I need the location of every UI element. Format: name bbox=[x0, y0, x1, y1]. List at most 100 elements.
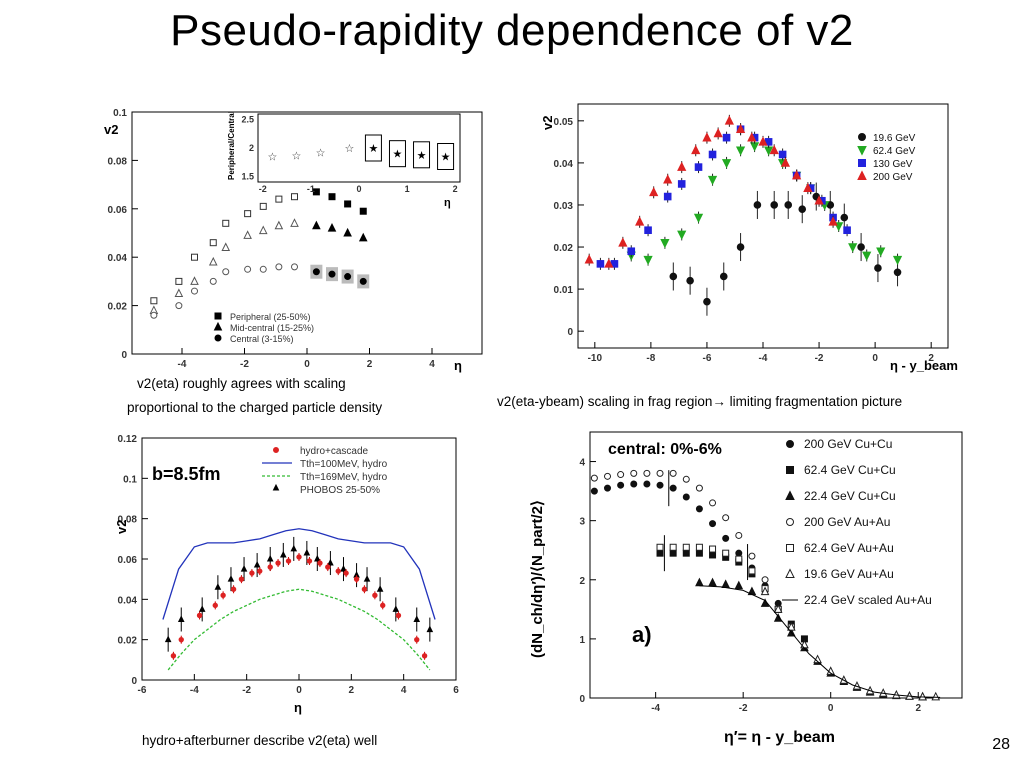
hydro-cascade-point bbox=[220, 592, 226, 599]
hydro-cascade-point bbox=[257, 568, 263, 574]
data-point-1 bbox=[174, 288, 184, 297]
x-tick-label: -8 bbox=[646, 353, 655, 364]
series-line-1 bbox=[162, 528, 436, 620]
data-point-3 bbox=[691, 144, 701, 155]
inset-point: ★ bbox=[368, 143, 378, 155]
hydro-cascade-point bbox=[238, 576, 245, 582]
legend-marker bbox=[857, 170, 867, 180]
data-point-2 bbox=[773, 613, 783, 622]
y-tick-label: 0.02 bbox=[118, 636, 138, 647]
phobos-point bbox=[340, 564, 347, 572]
y-tick-label: 0.06 bbox=[118, 555, 138, 566]
legend-label: 62.4 GeV bbox=[873, 146, 916, 157]
data-point-2 bbox=[843, 226, 851, 235]
inset-sys-box bbox=[437, 143, 455, 170]
data-point-3 bbox=[702, 132, 712, 142]
y-tick-label: 0.08 bbox=[118, 515, 138, 526]
x-tick-label: 0 bbox=[872, 353, 878, 364]
x-tick-label: 2 bbox=[928, 353, 934, 364]
data-point-3 bbox=[656, 469, 664, 477]
x-tick-label: -2 bbox=[242, 685, 251, 696]
inset-y-tick-label: 2.5 bbox=[241, 115, 254, 125]
data-point-3 bbox=[828, 216, 838, 226]
data-point-0 bbox=[736, 243, 745, 251]
legend-label: Central (3-15%) bbox=[230, 334, 294, 344]
data-point-3 bbox=[643, 469, 651, 477]
data-point-2 bbox=[191, 287, 198, 295]
x-tick-label: 2 bbox=[349, 685, 355, 696]
data-point-3 bbox=[604, 472, 612, 480]
phobos-point bbox=[392, 605, 400, 612]
data-point-0 bbox=[259, 202, 267, 210]
hydro-cascade-point bbox=[267, 564, 273, 570]
x-tick-label: 4 bbox=[429, 359, 435, 370]
data-point-1 bbox=[876, 247, 886, 257]
y-tick-label: 0.1 bbox=[113, 108, 127, 119]
caption-top-right-text: v2(eta-ybeam) scaling in frag region bbox=[497, 394, 713, 409]
hydro-cascade-point bbox=[178, 636, 184, 643]
caption-top-right: v2(eta-ybeam) scaling in frag region→ li… bbox=[497, 394, 902, 409]
data-point-1 bbox=[327, 223, 337, 232]
data-point-3 bbox=[769, 144, 779, 155]
data-point-2 bbox=[734, 580, 744, 590]
data-point-0 bbox=[617, 481, 625, 489]
legend-label: 200 GeV Cu+Cu bbox=[804, 437, 892, 451]
y-tick-label: 4 bbox=[579, 458, 585, 469]
phobos-point bbox=[198, 605, 206, 612]
data-point-3 bbox=[761, 576, 769, 584]
data-point-3 bbox=[663, 174, 673, 184]
x-tick-label: -6 bbox=[702, 353, 711, 364]
legend-marker bbox=[786, 518, 794, 526]
data-point-0 bbox=[344, 200, 352, 208]
inset-point: ★ bbox=[393, 149, 403, 161]
legend-label: Tth=169MeV, hydro bbox=[300, 472, 388, 483]
hydro-cascade-point bbox=[380, 602, 386, 609]
data-point-2 bbox=[312, 268, 320, 276]
data-point-0 bbox=[669, 484, 677, 492]
data-point-5 bbox=[787, 621, 796, 631]
legend-marker bbox=[785, 568, 795, 578]
inset-sys-box bbox=[388, 140, 406, 168]
chart-title: central: 0%-6% bbox=[608, 441, 722, 458]
legend-label: 62.4 GeV Cu+Cu bbox=[804, 463, 896, 477]
inset-x-tick-label: -1 bbox=[307, 184, 315, 194]
data-point-2 bbox=[259, 265, 267, 273]
data-point-1 bbox=[707, 175, 718, 186]
data-point-5 bbox=[760, 586, 770, 596]
data-point-2 bbox=[721, 579, 730, 589]
hydro-cascade-point bbox=[285, 558, 292, 564]
inset-y-label: Peripheral/Central bbox=[227, 111, 236, 180]
legend-marker bbox=[273, 447, 279, 453]
data-point-1 bbox=[312, 220, 321, 230]
phobos-point bbox=[327, 558, 334, 566]
data-point-4 bbox=[735, 555, 743, 563]
x-tick-label: 0 bbox=[304, 359, 310, 370]
data-point-0 bbox=[590, 487, 598, 495]
data-point-0 bbox=[695, 505, 703, 513]
phobos-point bbox=[363, 575, 371, 582]
data-point-0 bbox=[630, 480, 638, 488]
data-point-2 bbox=[663, 192, 672, 201]
data-point-2 bbox=[708, 150, 717, 159]
inset-y-tick-label: 2 bbox=[249, 143, 254, 153]
hydro-cascade-point bbox=[414, 636, 420, 643]
data-point-1 bbox=[208, 256, 218, 266]
inset-sys-box bbox=[413, 141, 431, 169]
data-point-0 bbox=[209, 239, 217, 247]
inset-point: ★ bbox=[417, 150, 427, 162]
inset-x-tick-label: -2 bbox=[259, 184, 267, 194]
hydro-cascade-point bbox=[275, 560, 281, 566]
data-point-4 bbox=[722, 549, 730, 557]
x-tick-label: -4 bbox=[190, 685, 199, 696]
data-point-4 bbox=[682, 543, 690, 551]
data-point-0 bbox=[722, 534, 730, 542]
arrow-right-icon: → bbox=[712, 394, 726, 409]
data-point-1 bbox=[892, 255, 903, 266]
data-point-3 bbox=[630, 469, 638, 477]
data-point-3 bbox=[803, 182, 813, 192]
phobos-point bbox=[266, 554, 274, 562]
y-tick-label: 0.02 bbox=[108, 302, 128, 313]
legend-label: 19.6 GeV Au+Au bbox=[804, 567, 894, 581]
data-point-3 bbox=[618, 237, 628, 247]
data-point-1 bbox=[343, 227, 352, 237]
